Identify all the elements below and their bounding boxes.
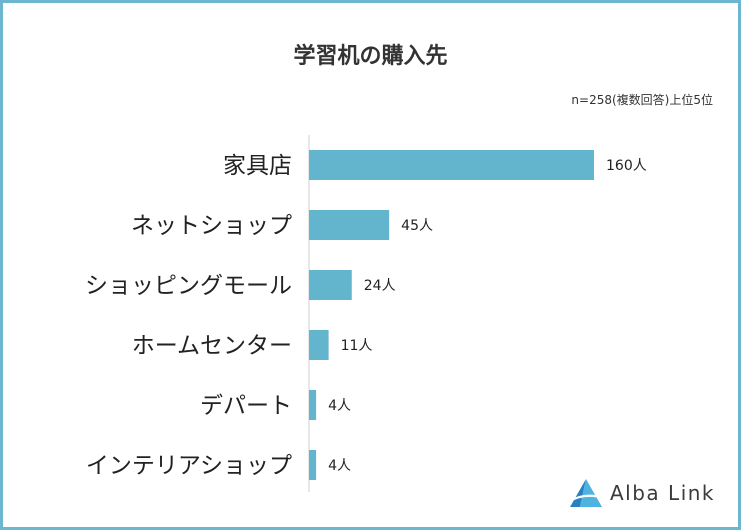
value-label-5: 4人: [328, 458, 351, 474]
category-label-4: デパート: [200, 393, 292, 419]
category-label-2: ショッピングモール: [85, 273, 292, 299]
value-label-3: 11人: [341, 338, 373, 354]
chart-title: 学習机の購入先: [293, 44, 448, 69]
bar-0: [309, 150, 594, 180]
value-label-2: 24人: [364, 278, 396, 294]
value-label-0: 160人: [606, 158, 647, 174]
bar-2: [309, 270, 352, 300]
alba-link-logo: Alba Link: [566, 478, 715, 508]
category-label-3: ホームセンター: [132, 333, 292, 359]
bar-5: [309, 450, 317, 480]
category-label-5: インテリアショップ: [86, 453, 292, 479]
value-label-1: 45人: [401, 218, 433, 234]
logo-text: Alba Link: [610, 481, 716, 505]
bar-4: [309, 390, 317, 420]
bar-3: [309, 330, 329, 360]
logo-icon: [567, 479, 605, 507]
bar-1: [309, 210, 390, 240]
category-label-1: ネットショップ: [131, 213, 292, 239]
sample-note: n=258(複数回答)上位5位: [571, 93, 713, 107]
value-label-4: 4人: [328, 398, 351, 414]
category-label-0: 家具店: [223, 153, 292, 179]
